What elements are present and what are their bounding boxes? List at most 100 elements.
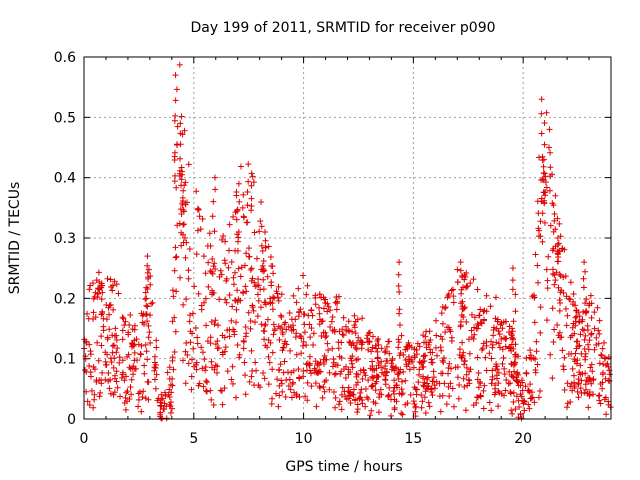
data-point (575, 343, 582, 350)
data-point (260, 370, 267, 377)
data-point (244, 202, 251, 209)
data-point (492, 366, 499, 373)
data-point (505, 380, 512, 387)
data-point (322, 329, 329, 336)
data-point (439, 370, 446, 377)
data-point (189, 356, 196, 363)
data-point (571, 379, 578, 386)
data-point (316, 304, 323, 311)
data-point (185, 360, 192, 367)
data-point (386, 338, 393, 345)
data-point (109, 343, 116, 350)
data-point (572, 314, 579, 321)
data-point (522, 383, 529, 390)
data-point (583, 307, 590, 314)
x-tick-label: 20 (514, 431, 532, 447)
data-point (474, 394, 481, 401)
data-point (246, 245, 253, 252)
data-point (398, 332, 405, 339)
data-point (433, 317, 440, 324)
data-point (457, 267, 464, 274)
data-point (420, 339, 427, 346)
data-point (219, 351, 226, 358)
data-point (243, 288, 250, 295)
data-point (109, 287, 116, 294)
data-point (339, 326, 346, 333)
data-point (541, 141, 548, 148)
data-points (81, 61, 614, 422)
data-point (261, 375, 268, 382)
data-point (278, 377, 285, 384)
data-point (288, 327, 295, 334)
data-point (210, 198, 217, 205)
data-point (391, 377, 398, 384)
data-point (224, 327, 231, 334)
data-point (204, 242, 211, 249)
data-point (210, 263, 217, 270)
data-point (345, 318, 352, 325)
data-point (245, 309, 252, 316)
data-point (369, 382, 376, 389)
data-point (459, 272, 466, 279)
data-point (440, 355, 447, 362)
data-point (483, 292, 490, 299)
data-point (113, 332, 120, 339)
data-point (177, 130, 184, 137)
data-point (554, 215, 561, 222)
data-point (420, 382, 427, 389)
data-point (119, 336, 126, 343)
data-point (182, 179, 189, 186)
data-point (332, 394, 339, 401)
data-point (216, 296, 223, 303)
data-point (198, 344, 205, 351)
data-point (202, 270, 209, 277)
data-point (308, 306, 315, 313)
data-point (349, 353, 356, 360)
data-point (260, 276, 267, 283)
data-point (581, 327, 588, 334)
data-point (322, 300, 329, 307)
data-point (301, 321, 308, 328)
data-point (168, 389, 175, 396)
data-point (240, 214, 247, 221)
data-point (509, 410, 516, 417)
data-point (81, 367, 88, 374)
data-point (116, 354, 123, 361)
data-point (279, 347, 286, 354)
data-point (313, 403, 320, 410)
data-point (126, 396, 133, 403)
data-point (170, 293, 177, 300)
data-point (582, 300, 589, 307)
data-point (499, 360, 506, 367)
x-tick-label: 0 (80, 431, 89, 447)
data-point (240, 345, 247, 352)
data-point (86, 286, 93, 293)
data-point (475, 370, 482, 377)
data-point (359, 376, 366, 383)
data-point (410, 364, 417, 371)
data-point (282, 393, 289, 400)
data-point (449, 385, 456, 392)
data-point (455, 395, 462, 402)
data-point (260, 258, 267, 265)
data-point (233, 306, 240, 313)
data-point (127, 384, 134, 391)
data-point (278, 313, 285, 320)
data-point (554, 235, 561, 241)
data-point (396, 369, 403, 376)
data-point (273, 390, 280, 397)
data-point (352, 318, 359, 325)
data-point (265, 243, 272, 250)
data-point (268, 262, 275, 269)
data-point (492, 294, 499, 301)
data-point (567, 398, 574, 405)
data-point (261, 322, 268, 329)
data-point (283, 376, 290, 383)
data-point (338, 368, 345, 375)
data-point (585, 341, 592, 348)
data-point (88, 387, 95, 394)
data-point (585, 404, 592, 411)
data-point (533, 348, 540, 355)
data-point (122, 318, 129, 325)
data-point (178, 113, 185, 120)
